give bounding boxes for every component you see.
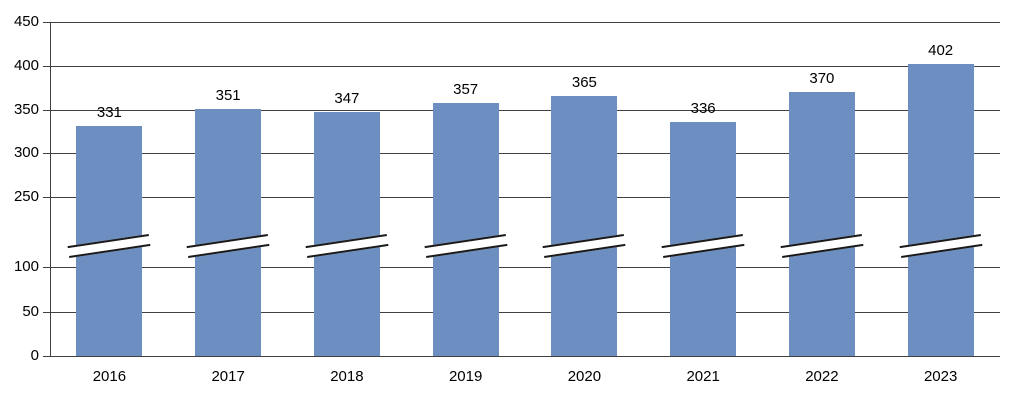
y-axis-label: 50: [22, 303, 39, 320]
gridline-300: [50, 153, 1000, 154]
gridline-350: [50, 110, 1000, 111]
y-tick-100: [43, 267, 50, 268]
bar-2022: [788, 92, 855, 356]
bar-2020: [551, 96, 618, 356]
x-axis-label-2019: 2019: [448, 368, 483, 385]
y-tick-450: [43, 22, 50, 23]
gridline-100: [50, 267, 1000, 268]
data-label-2019: 357: [453, 81, 479, 99]
x-axis-label-2021: 2021: [686, 368, 720, 385]
data-label-2022: 370: [809, 70, 835, 87]
y-tick-350: [43, 110, 50, 111]
y-tick-250: [43, 197, 50, 198]
x-axis-label-2022: 2022: [805, 368, 839, 385]
gridline-0: [50, 356, 1000, 357]
bar-2023: [907, 64, 974, 356]
y-tick-400: [43, 66, 50, 67]
y-axis: [50, 22, 51, 356]
y-axis-label: 0: [30, 347, 39, 364]
x-axis-label-2017: 2017: [211, 368, 245, 385]
y-axis-label: 400: [13, 57, 39, 74]
data-label-2021: 336: [690, 99, 716, 117]
data-label-2018: 347: [334, 90, 360, 108]
y-axis-label: 350: [13, 101, 39, 118]
y-axis-label: 250: [13, 188, 39, 205]
y-tick-0: [43, 356, 50, 357]
y-axis-label: 100: [13, 258, 39, 275]
data-label-2016: 331: [96, 104, 122, 122]
data-label-2020: 365: [571, 74, 597, 92]
gridline-450: [50, 22, 1000, 23]
y-axis-label: 300: [13, 144, 39, 161]
data-label-2017: 351: [215, 86, 241, 104]
y-tick-50: [43, 312, 50, 313]
y-axis-label: 450: [13, 13, 39, 30]
gridline-250: [50, 197, 1000, 198]
bar-2019: [432, 103, 499, 356]
x-axis-label-2020: 2020: [567, 368, 602, 385]
y-tick-300: [43, 153, 50, 154]
bar-2018: [313, 112, 380, 356]
x-axis-label-2016: 2016: [92, 368, 127, 385]
gridline-400: [50, 66, 1000, 67]
gridline-50: [50, 312, 1000, 313]
data-label-2023: 402: [928, 42, 954, 59]
x-axis-label-2023: 2023: [923, 368, 958, 385]
x-axis-label-2018: 2018: [330, 368, 364, 385]
bar-2017: [195, 108, 262, 356]
